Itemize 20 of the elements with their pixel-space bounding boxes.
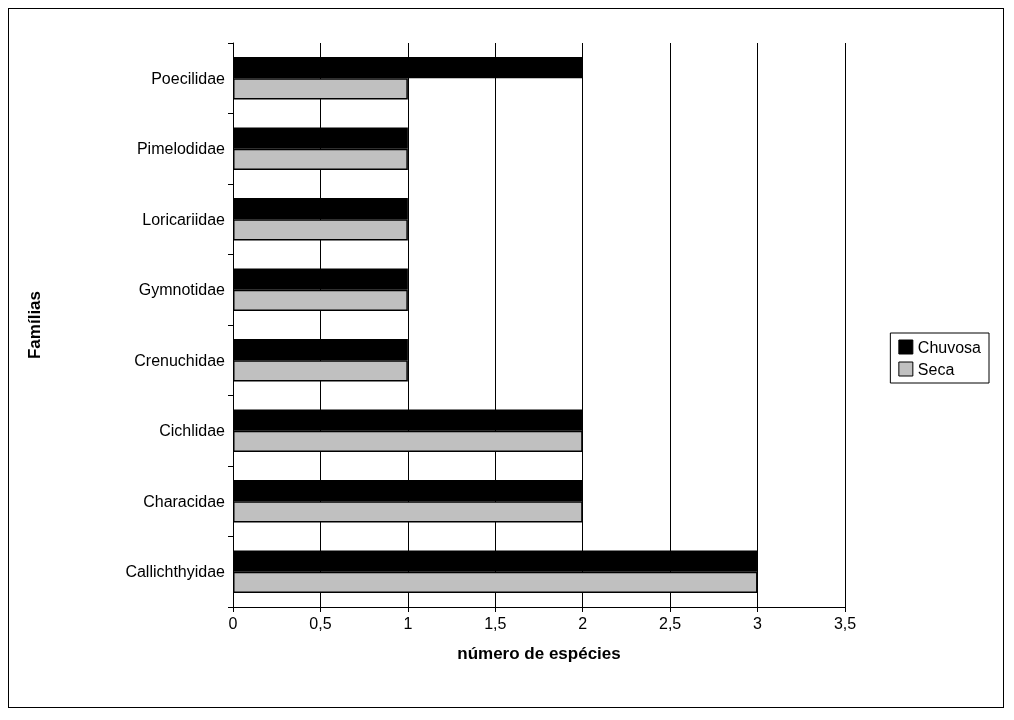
y-tick-label: Pimelodidae xyxy=(136,140,226,158)
y-tick-label: Loricariidae xyxy=(142,210,226,228)
x-tick-label: 2 xyxy=(578,614,588,632)
y-tick-label: Gymnotidae xyxy=(138,281,226,299)
x-tick-label: 0 xyxy=(228,614,238,632)
y-tick-label: Callichthyidae xyxy=(125,563,226,581)
y-axis-title: Famílias xyxy=(25,290,44,360)
y-tick-label: Poecilidae xyxy=(151,69,226,87)
x-tick-label: 3,5 xyxy=(833,614,857,632)
legend-label: Seca xyxy=(917,360,955,378)
x-tick-label: 1 xyxy=(403,614,413,632)
x-tick-label: 0,5 xyxy=(309,614,332,632)
x-axis-title: número de espécies xyxy=(457,644,621,663)
y-tick-label: Cichlidae xyxy=(159,422,226,440)
legend-label: Chuvosa xyxy=(917,338,982,356)
x-tick-label: 3 xyxy=(753,614,763,632)
y-tick-label: Characidae xyxy=(143,492,226,510)
x-tick-label: 2,5 xyxy=(659,614,682,632)
y-tick-label: Crenuchidae xyxy=(134,351,226,369)
x-tick-label: 1,5 xyxy=(484,614,507,632)
